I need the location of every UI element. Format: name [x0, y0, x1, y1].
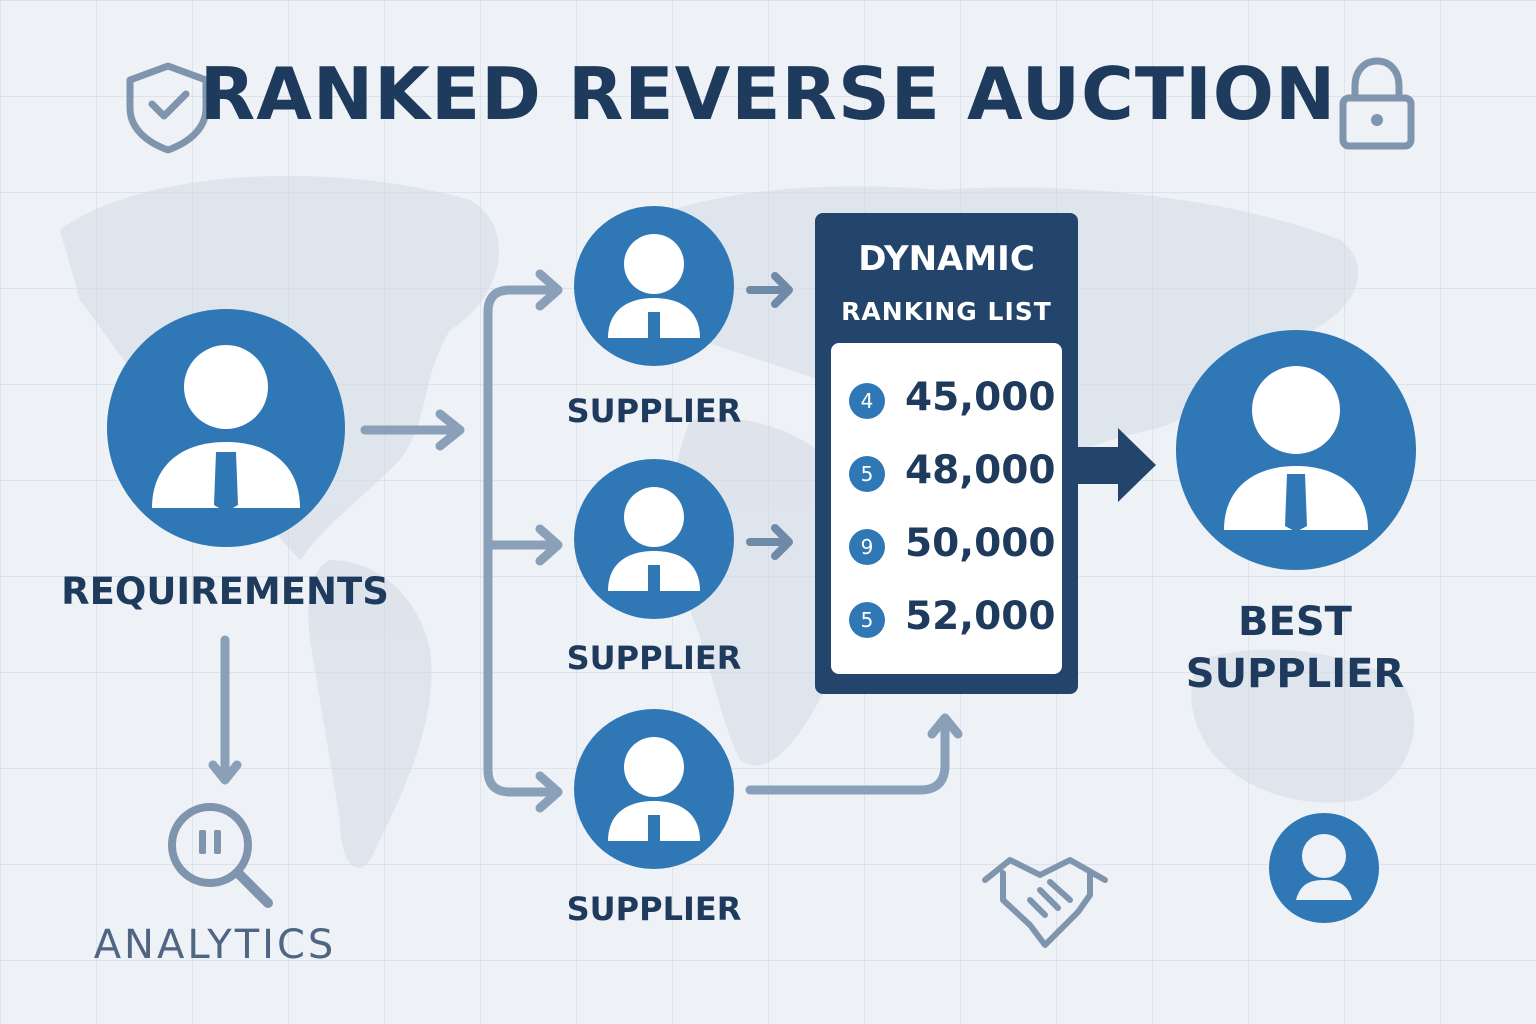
rank-badge: 9 [849, 529, 885, 565]
ranking-entry: 5 52,000 [831, 590, 1062, 646]
requirements-user-icon [107, 309, 345, 547]
bid-value: 52,000 [905, 594, 1056, 639]
ranking-panel: DYNAMIC RANKING LIST 4 45,000 5 48,000 9… [815, 213, 1078, 694]
page-title: RANKED REVERSE AUCTION [199, 52, 1337, 136]
supplier-2-label: SUPPLIER [566, 639, 742, 677]
ranking-entry: 5 48,000 [831, 444, 1062, 500]
supplier-1-label: SUPPLIER [566, 392, 742, 430]
analytics-label: ANALYTICS [93, 922, 337, 968]
rank-badge: 4 [849, 383, 885, 419]
supplier-3-label: SUPPLIER [566, 890, 742, 928]
best-supplier-label-line2: SUPPLIER [1185, 651, 1405, 697]
rank-badge: 5 [849, 602, 885, 638]
ranking-panel-title: DYNAMIC [858, 239, 1035, 279]
supplier-3-user-icon [574, 709, 734, 869]
best-supplier-user-icon [1176, 330, 1416, 570]
ranking-entry: 4 45,000 [831, 371, 1062, 427]
bid-value: 45,000 [905, 375, 1056, 420]
ranking-entry: 9 50,000 [831, 517, 1062, 573]
search-analytics-icon [168, 803, 273, 908]
bid-value: 48,000 [905, 448, 1056, 493]
ranking-panel-subtitle: RANKING LIST [841, 297, 1052, 326]
best-supplier-label: BEST SUPPLIER [1160, 596, 1430, 700]
ranking-list: 4 45,000 5 48,000 9 50,000 5 52,000 [831, 343, 1062, 674]
handshake-icon [982, 857, 1108, 948]
user-icon [1269, 813, 1379, 923]
lock-icon [1339, 57, 1415, 150]
supplier-1-user-icon [574, 206, 734, 366]
requirements-label: REQUIREMENTS [61, 570, 389, 613]
rank-badge: 5 [849, 456, 885, 492]
shield-check-icon [126, 62, 210, 154]
supplier-2-user-icon [574, 459, 734, 619]
best-supplier-label-line1: BEST [1238, 599, 1352, 645]
bid-value: 50,000 [905, 521, 1056, 566]
